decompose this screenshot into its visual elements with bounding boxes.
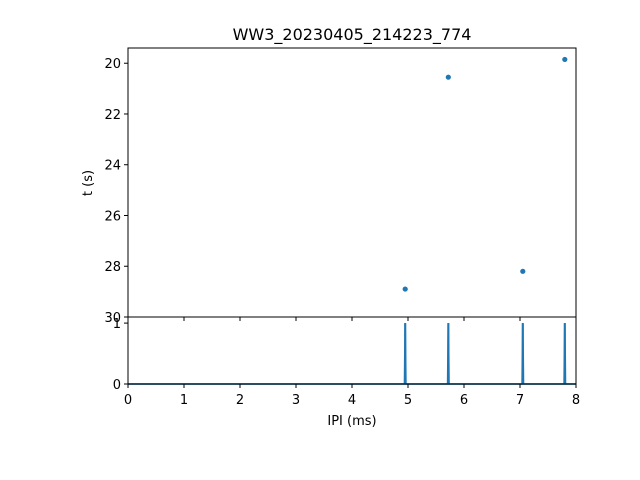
scatter-y-tick-label: 28 [104, 260, 121, 275]
spike-x-tick-label: 8 [572, 393, 580, 408]
scatter-y-tick-label: 24 [104, 159, 121, 174]
spike-y-tick-label: 0 [113, 378, 121, 393]
spike-x-tick-label: 0 [124, 393, 132, 408]
spike-x-tick-label: 4 [348, 393, 356, 408]
scatter-point [520, 268, 526, 274]
scatter-y-tick-label: 26 [104, 209, 121, 224]
spike-x-tick-label: 1 [180, 393, 188, 408]
scatter-y-tick-label: 30 [104, 311, 121, 326]
spike-x-tick-label: 3 [292, 393, 300, 408]
spike-y-tick-label: 1 [113, 317, 121, 332]
scatter-y-axis-label: t (s) [81, 170, 96, 196]
spike-x-axis-label: IPI (ms) [327, 414, 376, 429]
scatter-point [445, 74, 451, 80]
scatter-y-tick-label: 20 [104, 57, 121, 72]
scatter-y-tick-label: 22 [104, 108, 121, 123]
chart-title: WW3_20230405_214223_774 [233, 25, 472, 45]
spike-x-tick-label: 6 [460, 393, 468, 408]
scatter-point [402, 286, 408, 292]
spike-axes: 0 1 0 1 2 3 4 5 6 7 8 IPI (ms) [113, 316, 580, 429]
spike-x-tick-label: 2 [236, 393, 244, 408]
spike-x-tick-label: 7 [516, 393, 524, 408]
spike-x-tick-label: 5 [404, 393, 412, 408]
scatter-point [562, 56, 568, 63]
